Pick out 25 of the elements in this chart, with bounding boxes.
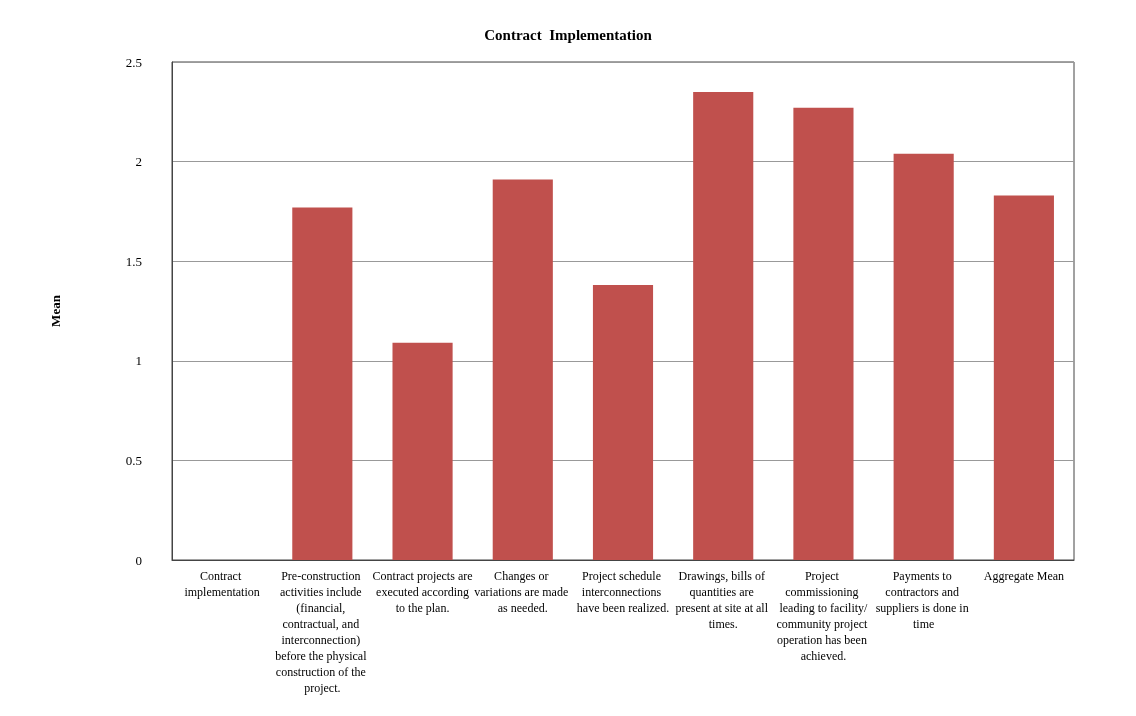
x-tick-label: Pre-construction activities include (financial, contractual, and interconnection) before the physical construction of the project. bbox=[275, 569, 370, 695]
bar bbox=[793, 107, 854, 560]
bar bbox=[592, 285, 654, 560]
y-tick-label: 0 bbox=[135, 552, 142, 568]
x-tick-label: Project schedule interconnections have been realized. bbox=[576, 569, 670, 615]
bar bbox=[292, 207, 353, 560]
x-tick-label: Changes or variations are made as needed. bbox=[474, 569, 572, 615]
x-tick-label: Project commissioning leading to facility/community project operation has been achieved. bbox=[776, 569, 871, 663]
x-tick-label: Drawings, bills of quantities are present at site at all times. bbox=[675, 569, 772, 631]
x-tick-label: Contract projects are executed according to the plan. bbox=[372, 569, 473, 615]
y-tick-label: 2.5 bbox=[125, 54, 142, 70]
y-axis-title: Mean bbox=[48, 294, 63, 327]
x-tick-label: Payments to contractors and suppliers is done in time bbox=[875, 569, 972, 631]
x-tick-label: Aggregate Mean bbox=[983, 569, 1065, 583]
y-tick-label: 2 bbox=[135, 154, 142, 170]
bar bbox=[693, 91, 754, 560]
x-tick-label: Contract implementation bbox=[184, 569, 260, 599]
y-tick-label: 0.5 bbox=[125, 452, 142, 468]
bar bbox=[893, 153, 954, 560]
bar bbox=[492, 179, 553, 560]
chart-title: Contract Implementation bbox=[484, 26, 653, 43]
bar bbox=[392, 342, 453, 560]
y-tick-label: 1.5 bbox=[125, 253, 142, 269]
y-tick-label: 1 bbox=[135, 353, 142, 369]
bar bbox=[993, 195, 1054, 560]
